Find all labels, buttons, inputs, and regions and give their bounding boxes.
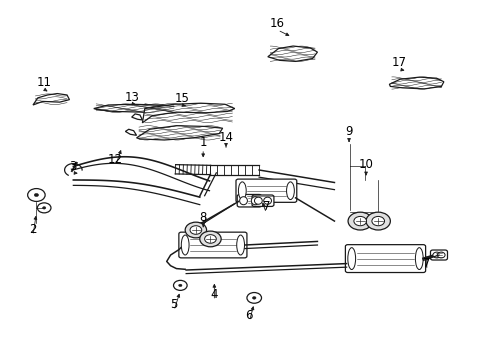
Circle shape <box>34 193 39 197</box>
Polygon shape <box>33 94 69 105</box>
Circle shape <box>42 207 46 209</box>
Text: 7: 7 <box>422 257 430 270</box>
Text: 6: 6 <box>245 309 253 321</box>
Polygon shape <box>136 126 222 140</box>
Polygon shape <box>388 77 443 89</box>
Text: 4: 4 <box>210 288 218 301</box>
Text: 1: 1 <box>199 136 206 149</box>
Circle shape <box>371 216 384 226</box>
Ellipse shape <box>286 182 294 199</box>
Circle shape <box>353 216 366 226</box>
Circle shape <box>347 212 372 230</box>
Polygon shape <box>131 114 142 120</box>
Text: 3: 3 <box>69 160 77 173</box>
Text: 10: 10 <box>358 158 373 171</box>
Circle shape <box>204 235 216 243</box>
Circle shape <box>190 226 201 234</box>
Text: 14: 14 <box>218 131 233 144</box>
Ellipse shape <box>347 248 355 270</box>
Ellipse shape <box>263 197 271 204</box>
Polygon shape <box>94 104 176 112</box>
FancyBboxPatch shape <box>345 245 425 273</box>
Text: 5: 5 <box>170 298 177 311</box>
Ellipse shape <box>254 197 262 204</box>
FancyBboxPatch shape <box>251 195 273 206</box>
Text: 12: 12 <box>108 153 123 166</box>
Ellipse shape <box>415 248 422 270</box>
FancyBboxPatch shape <box>236 179 296 202</box>
Text: 15: 15 <box>175 92 189 105</box>
FancyBboxPatch shape <box>429 250 447 260</box>
Text: 7: 7 <box>262 200 269 213</box>
Text: 9: 9 <box>345 125 352 138</box>
Text: 8: 8 <box>199 211 206 224</box>
Polygon shape <box>142 103 234 123</box>
Ellipse shape <box>251 197 259 205</box>
Ellipse shape <box>181 235 189 255</box>
Circle shape <box>185 222 206 238</box>
Polygon shape <box>125 129 136 135</box>
Ellipse shape <box>238 182 245 199</box>
FancyBboxPatch shape <box>237 194 261 207</box>
Text: 13: 13 <box>124 91 139 104</box>
Text: 16: 16 <box>269 17 285 30</box>
Text: 11: 11 <box>37 76 52 89</box>
Polygon shape <box>267 46 317 62</box>
FancyBboxPatch shape <box>179 232 246 258</box>
Ellipse shape <box>239 197 247 205</box>
Ellipse shape <box>432 252 440 258</box>
Circle shape <box>178 284 182 287</box>
Circle shape <box>252 297 256 299</box>
Circle shape <box>200 231 221 247</box>
Text: 17: 17 <box>391 56 406 69</box>
Circle shape <box>366 212 389 230</box>
Ellipse shape <box>436 252 444 258</box>
Ellipse shape <box>236 235 244 255</box>
Text: 2: 2 <box>29 223 37 236</box>
